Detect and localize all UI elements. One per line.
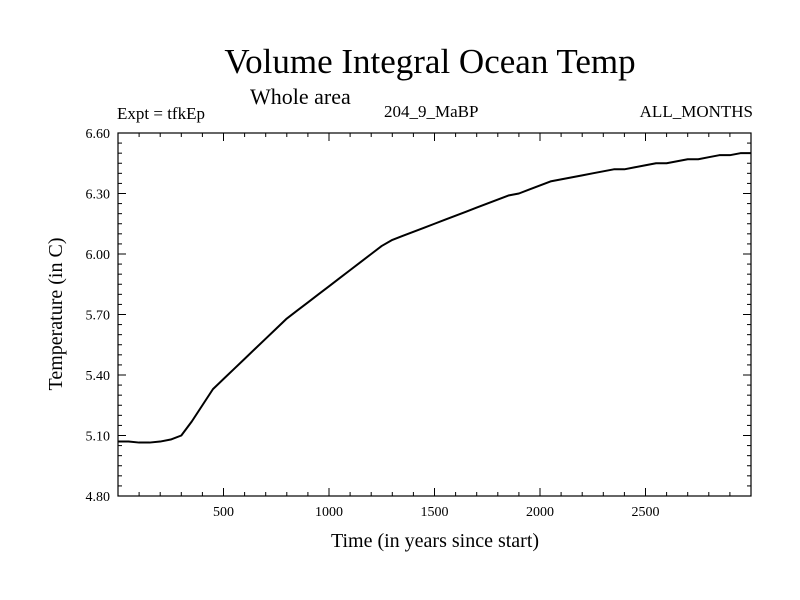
chart-title: Volume Integral Ocean Temp [224, 42, 636, 81]
x-tick-label: 1500 [421, 505, 449, 520]
series-line [118, 152, 751, 444]
months-label: ALL_MONTHS [639, 102, 753, 121]
y-tick-label: 5.70 [86, 309, 111, 324]
period-label: 204_9_MaBP [384, 102, 479, 121]
y-tick-label: 4.80 [86, 490, 111, 505]
y-axis-label: Temperature (in C) [45, 238, 67, 391]
plot-frame [117, 132, 752, 497]
x-tick-label: 1000 [315, 505, 343, 520]
ticks-layer: 500 1000 1500 2000 2500 4.80 5.10 5.40 5.70 6.00 6… [86, 127, 751, 520]
y-tick-label: 5.40 [86, 369, 111, 384]
y-tick-label: 6.00 [86, 248, 111, 263]
x-axis-label: Time (in years since start) [331, 530, 539, 552]
y-tick-label: 5.10 [86, 430, 111, 445]
x-tick-label: 2000 [526, 505, 554, 520]
y-tick-label: 6.60 [86, 127, 111, 142]
experiment-label: Expt = tfkEp [117, 104, 205, 123]
series-layer [118, 152, 751, 444]
x-tick-label: 500 [213, 505, 234, 520]
x-tick-label: 2500 [632, 505, 660, 520]
y-tick-label: 6.30 [86, 188, 111, 203]
chart-subtitle: Whole area [250, 84, 351, 109]
